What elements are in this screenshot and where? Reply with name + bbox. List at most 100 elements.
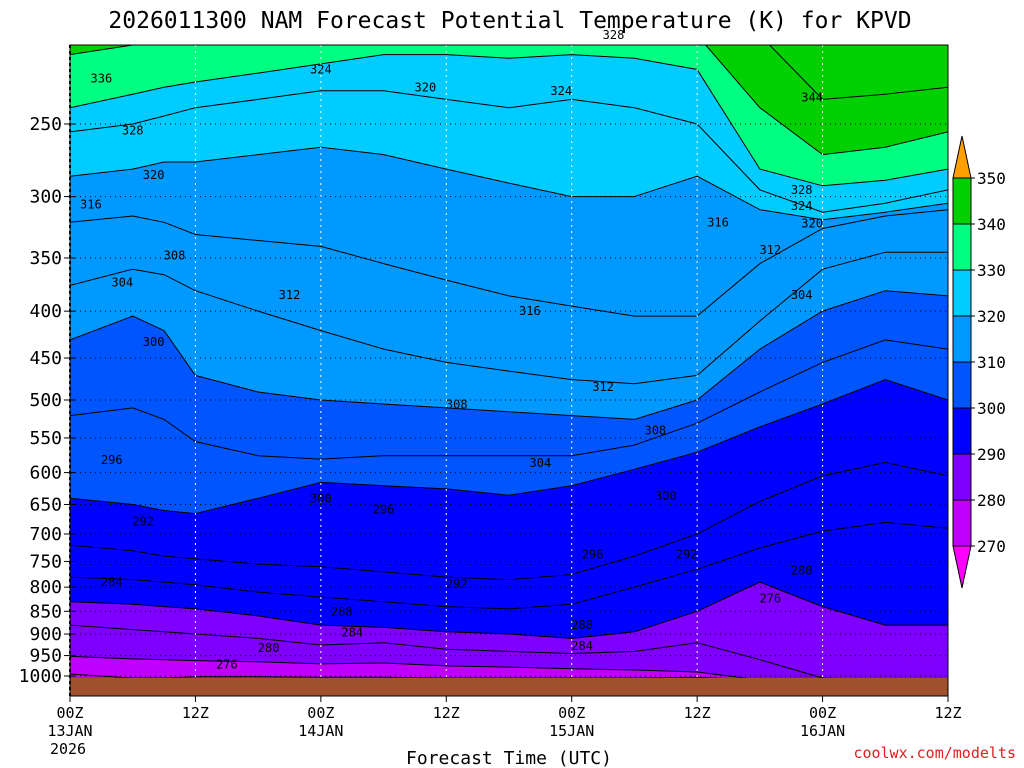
colorbar-swatch-340 <box>952 177 972 225</box>
y-tick-label-900: 900 <box>29 624 62 645</box>
colorbar-label-340: 340 <box>977 215 1006 234</box>
contour-label-296: 296 <box>582 547 604 561</box>
x-axis-title: Forecast Time (UTC) <box>406 748 612 768</box>
y-tick-label-800: 800 <box>29 577 62 598</box>
dotted-grid <box>70 45 948 696</box>
theta-band-328 <box>70 45 948 186</box>
contour-308 <box>70 290 948 420</box>
y-tick-label-600: 600 <box>29 463 62 484</box>
contour-316 <box>70 209 948 317</box>
theta-band-308 <box>70 252 948 420</box>
colorbar-label-330: 330 <box>977 261 1006 280</box>
theta-band-296 <box>70 379 948 580</box>
x-tick-date-0: 13JAN <box>47 722 92 740</box>
x-tick-label-72: 00Z <box>809 704 836 722</box>
y-tick-label-550: 550 <box>29 428 62 449</box>
contour-label-304: 304 <box>791 288 813 302</box>
y-axis: 2503003504004505005506006507007508008509… <box>19 114 76 687</box>
colorbar-label-310: 310 <box>977 353 1006 372</box>
y-tick-label-300: 300 <box>29 187 62 208</box>
contour-336 <box>70 45 948 156</box>
contour-label-284: 284 <box>341 625 363 639</box>
theta-band-312 <box>70 209 948 384</box>
contour-288 <box>70 581 948 639</box>
contour-label-320: 320 <box>143 168 165 182</box>
colorbar-swatch-300 <box>952 361 972 409</box>
contour-label-328: 328 <box>122 123 144 137</box>
contour-label-312: 312 <box>759 243 781 257</box>
contour-300 <box>70 379 948 515</box>
contour-label-324: 324 <box>791 199 813 213</box>
contour-label-324: 324 <box>550 84 572 98</box>
contour-label-320: 320 <box>415 80 437 94</box>
y-tick-label-250: 250 <box>29 114 62 135</box>
colorbar-label-290: 290 <box>977 445 1006 464</box>
colorbar-swatch-280 <box>952 453 972 501</box>
contour-label-276: 276 <box>216 657 238 671</box>
color-fill-layer <box>70 45 948 696</box>
contour-label-276: 276 <box>759 591 781 605</box>
y-tick-label-950: 950 <box>29 646 62 667</box>
colorbar-swatch-310 <box>952 315 972 363</box>
x-tick-label-36: 12Z <box>433 704 460 722</box>
y-tick-label-750: 750 <box>29 551 62 572</box>
theta-band-320 <box>70 90 948 220</box>
contour-312 <box>70 251 948 385</box>
contour-label-324: 324 <box>310 62 332 76</box>
ground-surface <box>70 678 948 696</box>
colorbar-label-270: 270 <box>977 537 1006 556</box>
contour-label-288: 288 <box>331 605 353 619</box>
contour-label-328: 328 <box>791 183 813 197</box>
x-tick-label-60: 12Z <box>684 704 711 722</box>
theta-band-284 <box>70 582 948 680</box>
contour-label-344: 344 <box>801 91 823 105</box>
contour-label-312: 312 <box>279 288 301 302</box>
contour-320 <box>70 146 948 221</box>
contour-label-288: 288 <box>571 618 593 632</box>
contour-328 <box>70 54 948 187</box>
theta-band-276 <box>70 656 948 680</box>
contour-304 <box>70 339 948 460</box>
theta-band-304 <box>70 290 948 460</box>
contour-label-308: 308 <box>164 249 186 263</box>
x-tick-label-12: 12Z <box>182 704 209 722</box>
theta-band-300 <box>70 339 948 514</box>
x-tick-date-24: 14JAN <box>298 722 343 740</box>
y-tick-label-400: 400 <box>29 301 62 322</box>
contour-label-284: 284 <box>101 575 123 589</box>
colorbar-label-320: 320 <box>977 307 1006 326</box>
contour-label-300: 300 <box>310 491 332 505</box>
x-tick-date-72: 16JAN <box>800 722 845 740</box>
y-tick-label-650: 650 <box>29 494 62 515</box>
contour-label-336: 336 <box>91 71 113 85</box>
contour-label-316: 316 <box>519 304 541 318</box>
colorbar-max-arrow <box>952 135 972 179</box>
contour-labels: 336 324 320 328 324 344 328 320 316 316 328 324 320 3… <box>80 28 823 671</box>
x-tick-label-48: 00Z <box>558 704 585 722</box>
contour-label-320: 320 <box>801 217 823 231</box>
contour-label-328: 328 <box>603 28 625 42</box>
contour-label-316: 316 <box>707 215 729 229</box>
contour-284 <box>70 624 948 681</box>
colorbar-swatch-320 <box>952 269 972 317</box>
colorbar-swatch-330 <box>952 223 972 271</box>
contour-label-284: 284 <box>571 639 593 653</box>
contour-label-312: 312 <box>592 380 614 394</box>
y-tick-label-850: 850 <box>29 601 62 622</box>
contour-label-300: 300 <box>655 489 677 503</box>
colorbar-label-280: 280 <box>977 491 1006 510</box>
contour-label-280: 280 <box>258 641 280 655</box>
colorbar: 270 280 290 300 310 320 330 340 350 <box>952 135 1006 589</box>
colorbar-swatch-270 <box>952 499 972 547</box>
colorbar-min-arrow <box>952 545 972 589</box>
theta-band-324 <box>70 54 948 213</box>
theta-band-336 <box>70 45 948 155</box>
y-tick-label-700: 700 <box>29 524 62 545</box>
contour-label-292: 292 <box>676 547 698 561</box>
credit-text: coolwx.com/modelts <box>853 744 1016 762</box>
x-tick-label-84: 12Z <box>934 704 961 722</box>
plot-area <box>70 45 948 696</box>
x-tick-year-0: 2026 <box>50 740 86 758</box>
